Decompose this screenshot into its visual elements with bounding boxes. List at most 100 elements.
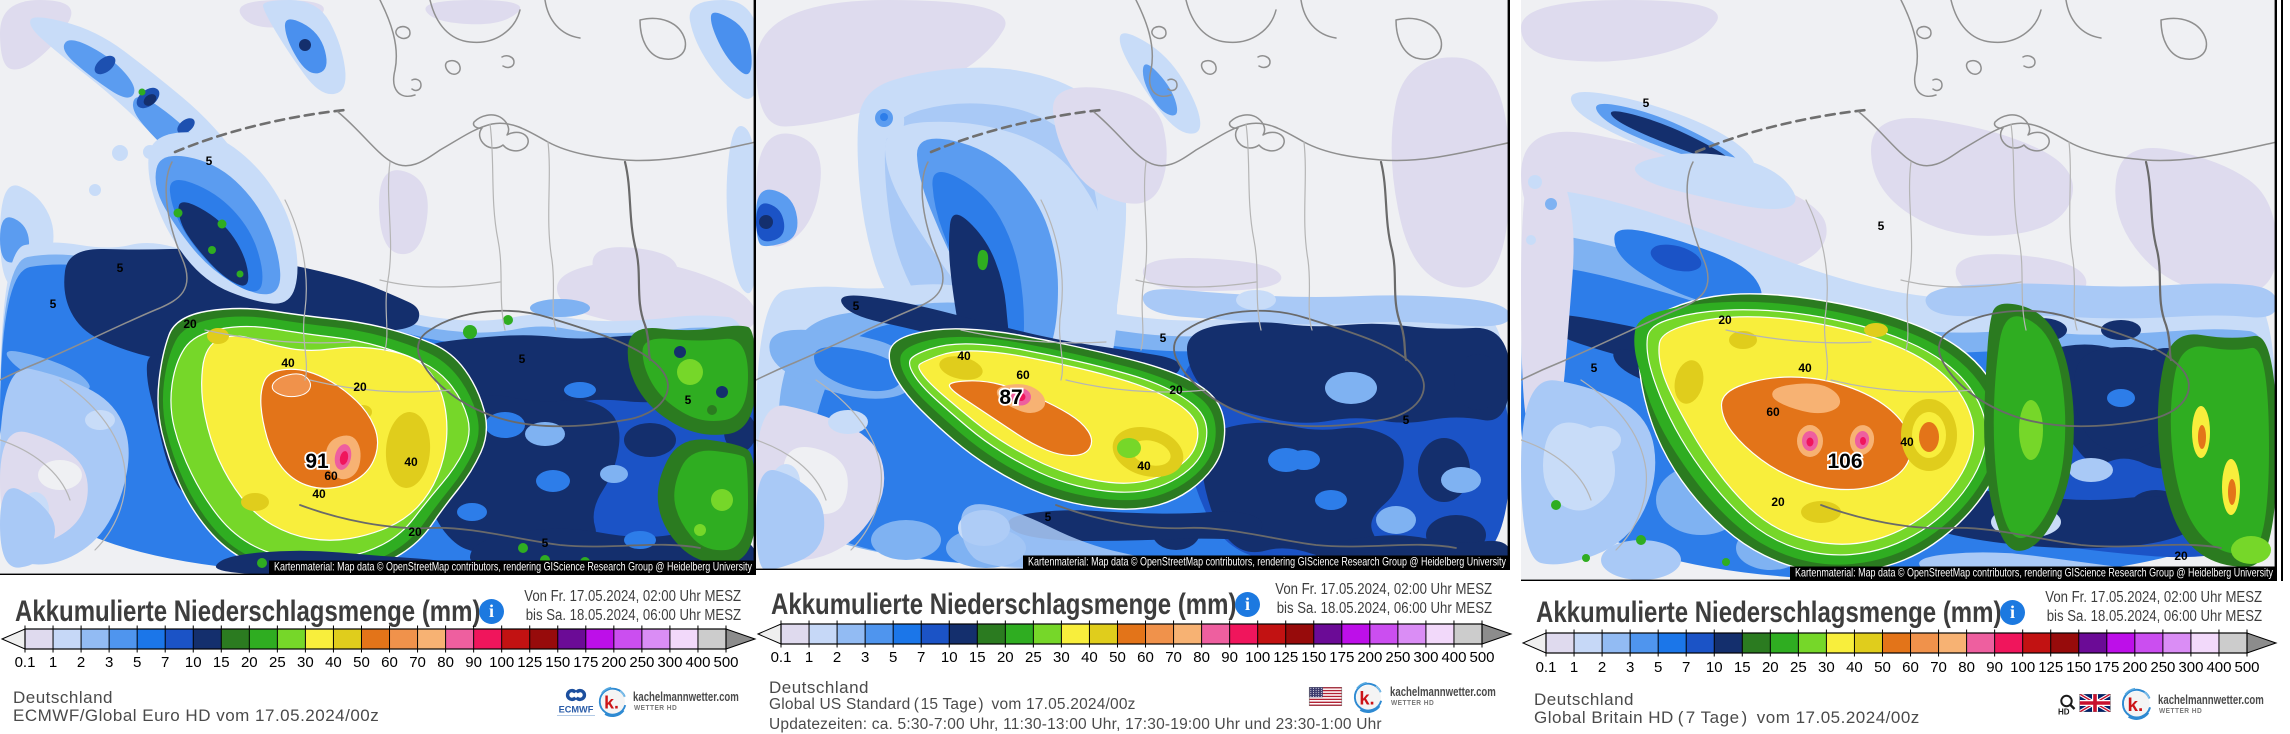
svg-text:5: 5 <box>1403 413 1410 427</box>
svg-text:10: 10 <box>941 649 958 666</box>
svg-text:40: 40 <box>1081 649 1098 666</box>
svg-text:Kartenmaterial: Map data © Ope: Kartenmaterial: Map data © OpenStreetMap… <box>274 560 752 574</box>
svg-text:5: 5 <box>519 352 526 366</box>
svg-text:20: 20 <box>1771 495 1785 509</box>
svg-text:0.1: 0.1 <box>15 654 36 671</box>
svg-text:400: 400 <box>1441 649 1466 666</box>
svg-text:0.1: 0.1 <box>1536 659 1557 676</box>
svg-text:80: 80 <box>1193 649 1210 666</box>
svg-text:175: 175 <box>1329 649 1354 666</box>
svg-text:3: 3 <box>861 649 869 666</box>
svg-text:20: 20 <box>1169 383 1183 397</box>
svg-text:25: 25 <box>1025 649 1042 666</box>
svg-text:200: 200 <box>1357 649 1382 666</box>
svg-text:15: 15 <box>213 654 230 671</box>
svg-text:70: 70 <box>409 654 426 671</box>
svg-text:40: 40 <box>281 356 295 370</box>
svg-text:20: 20 <box>1762 659 1779 676</box>
svg-text:500: 500 <box>2234 659 2259 676</box>
svg-text:k.: k. <box>604 693 619 713</box>
svg-text:0.1: 0.1 <box>771 649 792 666</box>
svg-text:5: 5 <box>853 299 860 313</box>
svg-text:3: 3 <box>105 654 113 671</box>
svg-text:150: 150 <box>545 654 570 671</box>
svg-text:125: 125 <box>1273 649 1298 666</box>
svg-text:1: 1 <box>49 654 57 671</box>
svg-text:1: 1 <box>1570 659 1578 676</box>
svg-text:Kartenmaterial: Map data © Ope: Kartenmaterial: Map data © OpenStreetMap… <box>1028 555 1506 569</box>
svg-text:2: 2 <box>1598 659 1606 676</box>
svg-text:200: 200 <box>2122 659 2147 676</box>
svg-text:500: 500 <box>1469 649 1494 666</box>
svg-text:5: 5 <box>1045 510 1052 524</box>
svg-text:5: 5 <box>1643 96 1650 110</box>
svg-text:20: 20 <box>241 654 258 671</box>
svg-text:100: 100 <box>2010 659 2035 676</box>
svg-text:5: 5 <box>206 154 213 168</box>
svg-text:40: 40 <box>1846 659 1863 676</box>
svg-text:150: 150 <box>2066 659 2091 676</box>
svg-text:60: 60 <box>381 654 398 671</box>
svg-text:60: 60 <box>1137 649 1154 666</box>
svg-text:7: 7 <box>1682 659 1690 676</box>
svg-text:5: 5 <box>133 654 141 671</box>
svg-text:40: 40 <box>1900 435 1914 449</box>
svg-text:40: 40 <box>312 487 326 501</box>
svg-text:5: 5 <box>1160 331 1167 345</box>
svg-text:20: 20 <box>2174 549 2188 563</box>
svg-text:400: 400 <box>2206 659 2231 676</box>
svg-text:91: 91 <box>305 450 329 473</box>
svg-text:5: 5 <box>1591 361 1598 375</box>
svg-text:5: 5 <box>685 393 692 407</box>
svg-text:15: 15 <box>969 649 986 666</box>
svg-text:5: 5 <box>1878 219 1885 233</box>
svg-text:125: 125 <box>517 654 542 671</box>
svg-text:40: 40 <box>1137 459 1151 473</box>
svg-text:100: 100 <box>1245 649 1270 666</box>
svg-text:150: 150 <box>1301 649 1326 666</box>
svg-text:2: 2 <box>833 649 841 666</box>
svg-text:5: 5 <box>889 649 897 666</box>
svg-text:3: 3 <box>1626 659 1634 676</box>
svg-text:70: 70 <box>1165 649 1182 666</box>
svg-text:5: 5 <box>542 536 549 550</box>
svg-text:k.: k. <box>1359 687 1374 708</box>
svg-text:10: 10 <box>1706 659 1723 676</box>
svg-text:500: 500 <box>713 654 738 671</box>
svg-text:20: 20 <box>1718 313 1732 327</box>
svg-text:ECMWF: ECMWF <box>559 705 594 715</box>
svg-text:HD: HD <box>2058 708 2070 717</box>
svg-text:10: 10 <box>185 654 202 671</box>
svg-text:100: 100 <box>489 654 514 671</box>
svg-text:87: 87 <box>999 386 1022 409</box>
svg-text:250: 250 <box>2150 659 2175 676</box>
svg-text:40: 40 <box>1798 361 1812 375</box>
svg-text:90: 90 <box>1221 649 1238 666</box>
svg-text:90: 90 <box>465 654 482 671</box>
svg-text:30: 30 <box>1053 649 1070 666</box>
svg-text:106: 106 <box>1827 450 1862 473</box>
svg-text:5: 5 <box>50 297 57 311</box>
svg-text:1: 1 <box>805 649 813 666</box>
svg-text:60: 60 <box>1016 368 1030 382</box>
svg-text:60: 60 <box>1766 405 1780 419</box>
svg-text:2: 2 <box>77 654 85 671</box>
svg-text:300: 300 <box>657 654 682 671</box>
svg-text:20: 20 <box>997 649 1014 666</box>
svg-text:90: 90 <box>1986 659 2003 676</box>
svg-text:60: 60 <box>1902 659 1919 676</box>
svg-text:25: 25 <box>269 654 286 671</box>
svg-text:7: 7 <box>161 654 169 671</box>
svg-text:30: 30 <box>297 654 314 671</box>
svg-text:5: 5 <box>117 261 124 275</box>
svg-text:20: 20 <box>183 317 197 331</box>
svg-text:80: 80 <box>1958 659 1975 676</box>
svg-text:80: 80 <box>437 654 454 671</box>
svg-text:50: 50 <box>1109 649 1126 666</box>
svg-text:250: 250 <box>629 654 654 671</box>
svg-text:60: 60 <box>324 469 338 483</box>
svg-text:40: 40 <box>957 349 971 363</box>
svg-text:175: 175 <box>2094 659 2119 676</box>
svg-text:40: 40 <box>325 654 342 671</box>
svg-text:300: 300 <box>1413 649 1438 666</box>
